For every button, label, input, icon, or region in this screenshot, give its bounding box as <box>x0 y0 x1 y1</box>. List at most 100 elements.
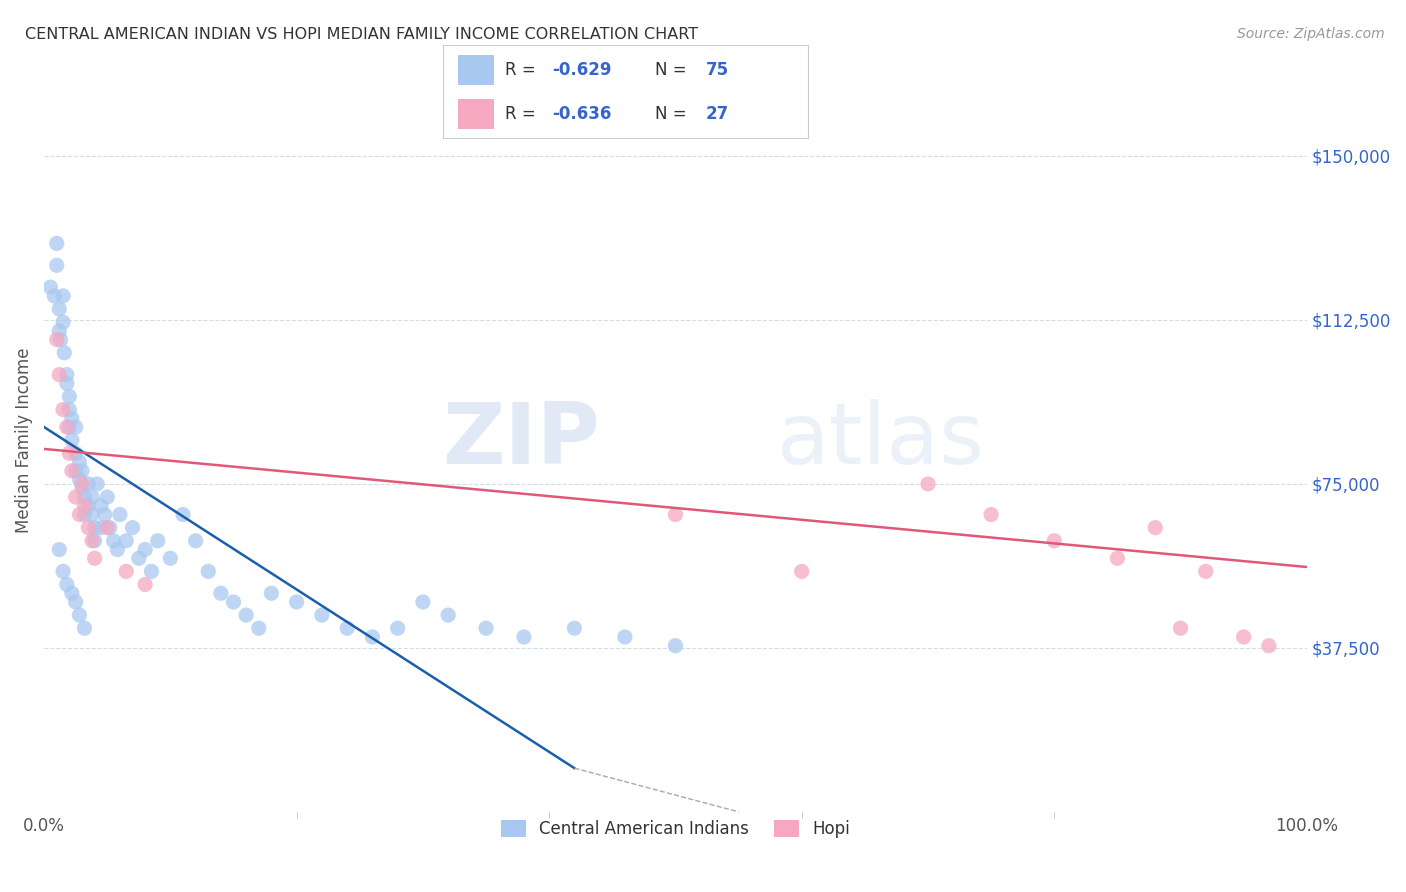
Point <box>664 508 686 522</box>
Point <box>48 301 70 316</box>
Legend: Central American Indians, Hopi: Central American Indians, Hopi <box>494 813 856 845</box>
Point <box>98 521 121 535</box>
Point <box>65 420 87 434</box>
Point <box>90 499 112 513</box>
Point <box>48 324 70 338</box>
Point <box>56 368 79 382</box>
Point <box>80 490 103 504</box>
Text: ZIP: ZIP <box>441 399 600 482</box>
Point <box>141 565 163 579</box>
Point <box>45 258 67 272</box>
Point <box>58 389 80 403</box>
Point <box>70 464 93 478</box>
Point <box>65 490 87 504</box>
Point <box>60 411 83 425</box>
Point <box>1195 565 1218 579</box>
Point <box>311 608 333 623</box>
Point <box>790 565 813 579</box>
Point <box>197 565 219 579</box>
Point <box>93 508 115 522</box>
Point <box>222 595 245 609</box>
Point <box>83 551 105 566</box>
Point <box>48 368 70 382</box>
Point <box>86 477 108 491</box>
Point <box>73 508 96 522</box>
Point <box>70 477 93 491</box>
Point <box>108 508 131 522</box>
Point <box>90 521 112 535</box>
Point <box>664 639 686 653</box>
Point <box>361 630 384 644</box>
Point <box>980 508 1002 522</box>
Point <box>77 521 100 535</box>
Point <box>121 521 143 535</box>
Point <box>115 565 138 579</box>
Point <box>56 420 79 434</box>
Point <box>77 499 100 513</box>
FancyBboxPatch shape <box>457 55 494 85</box>
Point <box>247 621 270 635</box>
Text: CENTRAL AMERICAN INDIAN VS HOPI MEDIAN FAMILY INCOME CORRELATION CHART: CENTRAL AMERICAN INDIAN VS HOPI MEDIAN F… <box>25 27 699 42</box>
Text: -0.636: -0.636 <box>553 105 612 123</box>
Text: 27: 27 <box>706 105 730 123</box>
Point <box>336 621 359 635</box>
Point <box>73 621 96 635</box>
Y-axis label: Median Family Income: Median Family Income <box>15 348 32 533</box>
Point <box>80 533 103 548</box>
Point <box>437 608 460 623</box>
Point <box>56 376 79 391</box>
Point <box>134 542 156 557</box>
FancyBboxPatch shape <box>457 99 494 129</box>
Point <box>172 508 194 522</box>
Point <box>83 533 105 548</box>
Point <box>1233 630 1256 644</box>
Text: atlas: atlas <box>776 399 984 482</box>
Point <box>53 345 76 359</box>
Point <box>49 333 72 347</box>
Point <box>65 595 87 609</box>
Point <box>103 533 125 548</box>
Point <box>45 333 67 347</box>
Point <box>96 490 118 504</box>
Text: R =: R = <box>505 61 541 78</box>
Point <box>146 533 169 548</box>
Point <box>44 289 66 303</box>
Point <box>159 551 181 566</box>
Point <box>52 402 75 417</box>
Point <box>69 508 91 522</box>
Point <box>65 446 87 460</box>
Text: R =: R = <box>505 105 541 123</box>
Point <box>134 577 156 591</box>
Point <box>184 533 207 548</box>
Point <box>52 315 75 329</box>
Point <box>52 289 75 303</box>
Point <box>917 477 939 491</box>
Point <box>60 464 83 478</box>
Point <box>58 446 80 460</box>
Point <box>45 236 67 251</box>
Point <box>1144 521 1167 535</box>
Text: Source: ZipAtlas.com: Source: ZipAtlas.com <box>1237 27 1385 41</box>
Point <box>209 586 232 600</box>
Point <box>52 565 75 579</box>
Point <box>69 455 91 469</box>
Point <box>260 586 283 600</box>
Point <box>48 542 70 557</box>
Point <box>96 521 118 535</box>
Text: N =: N = <box>655 61 692 78</box>
Point <box>475 621 498 635</box>
Point <box>1170 621 1192 635</box>
Point <box>69 608 91 623</box>
Point <box>1107 551 1129 566</box>
Point <box>69 473 91 487</box>
Point <box>70 481 93 495</box>
Text: -0.629: -0.629 <box>553 61 612 78</box>
Point <box>412 595 434 609</box>
Point <box>115 533 138 548</box>
Point <box>39 280 62 294</box>
Point <box>56 577 79 591</box>
Point <box>60 586 83 600</box>
Point <box>73 499 96 513</box>
Point <box>58 420 80 434</box>
Point <box>513 630 536 644</box>
